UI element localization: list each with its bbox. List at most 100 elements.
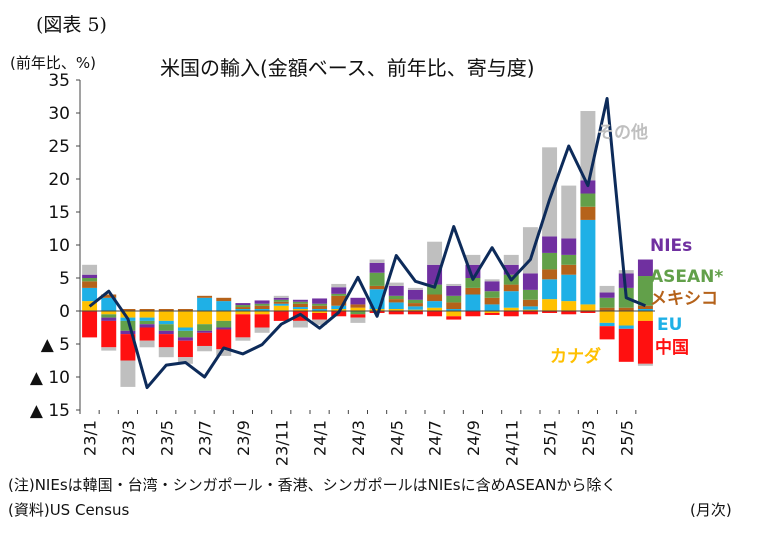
- bar-segment: [484, 304, 500, 311]
- bar-segment: [465, 287, 481, 295]
- bar-segment: [446, 309, 462, 311]
- bar-segment: [292, 307, 308, 310]
- bar-segment: [542, 269, 558, 280]
- bar-segment: [216, 320, 232, 328]
- bar-segment: [312, 298, 328, 304]
- bar-segment: [503, 307, 519, 311]
- bar-segment: [446, 285, 462, 296]
- bar-segment: [82, 264, 98, 275]
- bar-segment: [369, 259, 385, 263]
- bar-segment: [101, 347, 117, 351]
- bar-segment: [599, 285, 615, 293]
- bar-segment: [331, 305, 347, 310]
- bar-segment: [177, 330, 193, 338]
- bar-segment: [101, 317, 117, 321]
- bar-segment: [599, 297, 615, 308]
- bar-segment: [254, 309, 270, 311]
- bar-segment: [139, 317, 155, 321]
- bar-segment: [599, 292, 615, 298]
- bar-segment: [158, 320, 174, 325]
- bar-segment: [197, 311, 213, 325]
- bar-segment: [618, 270, 634, 274]
- bar-segment: [427, 311, 443, 317]
- x-tick-label: 23/3: [119, 420, 138, 456]
- bar-segment: [369, 309, 385, 311]
- bar-segment: [388, 309, 404, 311]
- bar-segment: [158, 324, 174, 331]
- bar-segment: [407, 303, 423, 307]
- bar-segment: [427, 307, 443, 311]
- bar-segment: [427, 241, 443, 265]
- bar-segment: [235, 305, 251, 308]
- bar-segment: [503, 284, 519, 292]
- bar-segment: [350, 304, 366, 308]
- bar-segment: [273, 305, 289, 311]
- bar-segment: [561, 301, 577, 311]
- bar-segment: [446, 302, 462, 310]
- bar-segment: [542, 299, 558, 311]
- bar-segment: [120, 360, 136, 387]
- bar-segment: [542, 279, 558, 300]
- bar-segment: [273, 311, 289, 321]
- bar-segment: [292, 320, 308, 328]
- bar-segment: [139, 327, 155, 341]
- bar-segment: [331, 287, 347, 294]
- bar-segment: [350, 317, 366, 323]
- y-tick-label: 0: [59, 302, 70, 322]
- bar-segment: [254, 300, 270, 304]
- legend-label: ASEAN*: [650, 267, 723, 287]
- bar-segment: [561, 254, 577, 265]
- bar-segment: [139, 309, 155, 311]
- bar-segment: [388, 302, 404, 310]
- bar-segment: [177, 311, 193, 328]
- bar-segment: [197, 324, 213, 331]
- bar-segment: [637, 320, 653, 364]
- figure-label: (図表 5): [36, 14, 107, 36]
- bar-segment: [561, 185, 577, 239]
- bar-segment: [580, 311, 596, 313]
- bar-segment: [561, 238, 577, 255]
- bar-segment: [312, 309, 328, 311]
- bar-segment: [599, 326, 615, 340]
- bar-segment: [637, 276, 653, 306]
- bar-segment: [292, 309, 308, 311]
- bar-segment: [273, 297, 289, 300]
- y-tick-label: 25: [48, 137, 70, 157]
- y-tick-label: 20: [48, 170, 70, 190]
- bar-segment: [139, 324, 155, 328]
- bar-segment: [580, 193, 596, 207]
- bar-segment: [82, 281, 98, 288]
- bar-segment: [465, 311, 481, 317]
- total-line: [88, 96, 646, 390]
- bar-segment: [427, 294, 443, 302]
- bar-segment: [599, 322, 615, 327]
- bar-segment: [216, 301, 232, 311]
- legend-label: その他: [597, 122, 648, 143]
- bar-segment: [446, 295, 462, 303]
- bar-segment: [369, 262, 385, 273]
- bar-segment: [120, 309, 136, 311]
- bar-segment: [369, 272, 385, 286]
- bar-segment: [312, 312, 328, 320]
- bar-segment: [369, 285, 385, 290]
- y-tick-label: 5: [59, 269, 70, 289]
- bar-segment: [177, 327, 193, 331]
- bar-segment: [235, 337, 251, 341]
- bar-segment: [254, 311, 270, 315]
- x-tick-label: 23/7: [196, 420, 215, 456]
- legend-label: NIEs: [650, 236, 692, 256]
- bar-segment: [388, 285, 404, 296]
- bar-segment: [82, 274, 98, 278]
- bar-segment: [388, 299, 404, 303]
- y-axis-unit: (前年比、%): [10, 54, 96, 72]
- bar-segment: [561, 274, 577, 302]
- bar-segment: [273, 295, 289, 298]
- bar-segment: [407, 311, 423, 315]
- bar-segment: [235, 307, 251, 310]
- bar-segment: [120, 330, 136, 335]
- bar-segment: [446, 283, 462, 286]
- bar-segment: [465, 294, 481, 311]
- bar-segment: [292, 299, 308, 302]
- x-tick-label: 24/11: [502, 420, 521, 466]
- bar-segment: [599, 311, 615, 323]
